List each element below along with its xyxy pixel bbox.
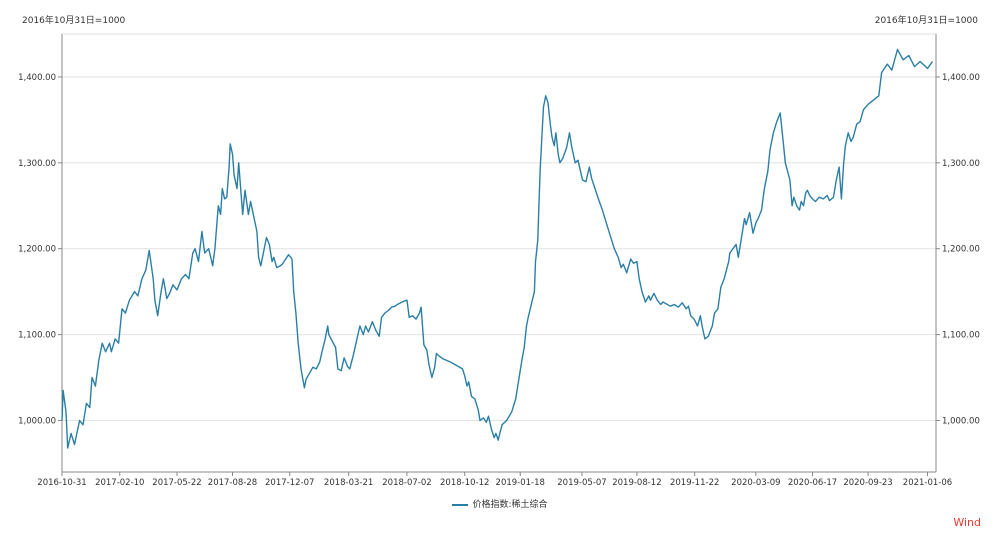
y-tick-label-right: 1,200.00 (942, 245, 980, 255)
x-tick-label: 2021-01-06 (903, 478, 952, 488)
x-tick-label: 2020-09-23 (843, 478, 892, 488)
y-tick-label-left: 1,300.00 (18, 159, 56, 169)
x-tick-label: 2017-12-07 (265, 478, 314, 488)
series-line (61, 48, 934, 449)
y-tick-label-right: 1,300.00 (942, 159, 980, 169)
x-tick-label: 2017-08-28 (208, 478, 257, 488)
x-tick-label: 2020-03-09 (731, 478, 780, 488)
x-tick-label: 2017-05-22 (152, 478, 201, 488)
y-tick-label-left: 1,000.00 (18, 416, 56, 426)
y-tick-label-right: 1,400.00 (942, 73, 980, 83)
x-axis-ticks: 2016-10-31 2017-02-10 2017-05-22 2017-08-28… (37, 472, 952, 488)
y-tick-label-right: 1,100.00 (942, 331, 980, 341)
x-tick-label: 2018-07-02 (382, 478, 431, 488)
x-tick-label: 2019-11-22 (670, 478, 719, 488)
legend-swatch (452, 503, 469, 506)
wind-logo: Wind (953, 516, 981, 529)
x-tick-label: 2018-03-21 (324, 478, 373, 488)
y-tick-label-left: 1,100.00 (18, 331, 56, 341)
x-tick-label: 2019-05-07 (557, 478, 606, 488)
x-tick-label: 2019-01-18 (496, 478, 545, 488)
x-tick-label: 2018-10-12 (440, 478, 489, 488)
x-tick-label: 2019-08-12 (612, 478, 661, 488)
base-period-label-left: 2016年10月31日=1000 (22, 16, 126, 26)
axes (61, 34, 937, 473)
y-tick-label-left: 1,400.00 (18, 73, 56, 83)
base-period-label-right: 2016年10月31日=1000 (874, 16, 978, 26)
x-tick-label: 2020-06-17 (788, 478, 837, 488)
y-tick-label-left: 1,200.00 (18, 245, 56, 255)
series-layer (61, 48, 934, 449)
y-axis-left-ticks: 1,000.00 1,100.00 1,200.00 1,300.00 1,400.00 (18, 73, 62, 426)
y-axis-right-ticks: 1,000.00 1,100.00 1,200.00 1,300.00 1,400.00 (936, 73, 980, 426)
x-tick-label: 2016-10-31 (37, 478, 86, 488)
legend-label: 价格指数:稀土综合 (472, 500, 548, 510)
legend[interactable]: 价格指数:稀土综合 (0, 497, 1000, 510)
y-tick-label-right: 1,000.00 (942, 416, 980, 426)
x-tick-label: 2017-02-10 (95, 478, 144, 488)
gridlines (62, 33, 936, 421)
